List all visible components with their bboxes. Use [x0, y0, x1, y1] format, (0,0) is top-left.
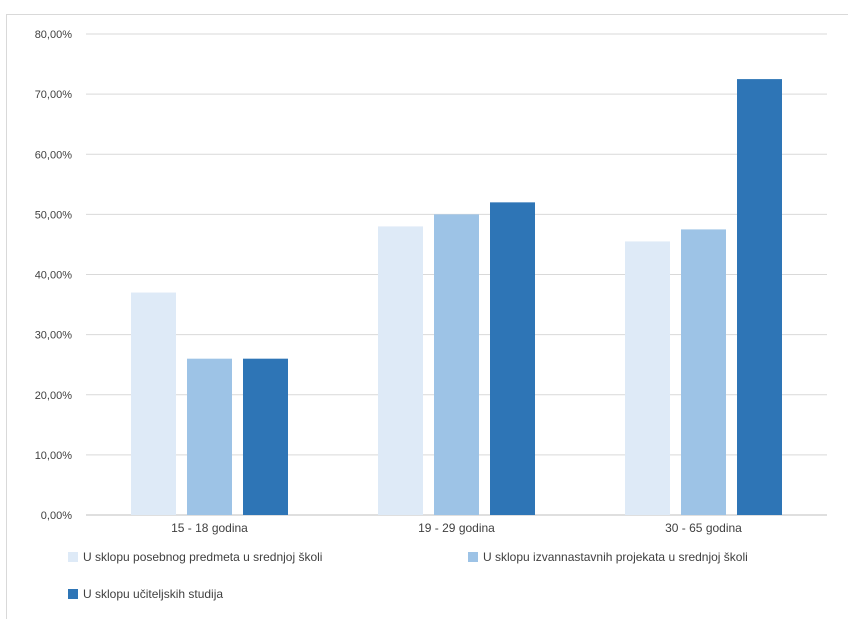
legend-label: U sklopu posebnog predmeta u srednjoj šk…: [83, 550, 323, 564]
x-tick-label: 15 - 18 godina: [171, 521, 248, 535]
x-tick-label: 30 - 65 godina: [665, 521, 742, 535]
y-tick-label: 80,00%: [35, 29, 73, 41]
y-tick-label: 40,00%: [35, 270, 73, 282]
bar: [187, 358, 232, 515]
y-tick-label: 30,00%: [35, 330, 73, 342]
legend-label: U sklopu učiteljskih studija: [83, 587, 224, 601]
bars: [131, 79, 782, 515]
bar: [243, 358, 288, 515]
legend-item-izvannastavnih-projekata: U sklopu izvannastavnih projekata u sred…: [468, 550, 748, 564]
legend-swatch: [468, 552, 478, 562]
bar: [490, 202, 535, 515]
bar: [378, 226, 423, 515]
legend-item-uciteljskih-studija: U sklopu učiteljskih studija: [68, 587, 223, 601]
chart-frame: [6, 14, 848, 619]
bar: [737, 79, 782, 515]
y-tick-label: 50,00%: [35, 209, 73, 221]
legend-item-posebnog-predmeta: U sklopu posebnog predmeta u srednjoj šk…: [68, 550, 322, 564]
x-axis-tick-labels: 15 - 18 godina 19 - 29 godina 30 - 65 godi…: [171, 521, 742, 535]
bar: [434, 214, 479, 515]
bar: [625, 241, 670, 515]
legend-swatch: [68, 552, 78, 562]
x-tick-label: 19 - 29 godina: [418, 521, 495, 535]
bar: [681, 229, 726, 515]
legend-label: U sklopu izvannastavnih projekata u sred…: [483, 550, 748, 564]
y-tick-label: 20,00%: [35, 390, 73, 402]
bar: [131, 292, 176, 515]
y-tick-label: 0,00%: [41, 510, 72, 522]
y-tick-label: 60,00%: [35, 149, 73, 161]
y-tick-label: 70,00%: [35, 89, 73, 101]
legend-swatch: [68, 589, 78, 599]
y-axis-tick-labels: 0,00% 10,00% 20,00% 30,00% 40,00% 50,00% 60,00…: [35, 29, 73, 522]
y-tick-label: 10,00%: [35, 450, 73, 462]
